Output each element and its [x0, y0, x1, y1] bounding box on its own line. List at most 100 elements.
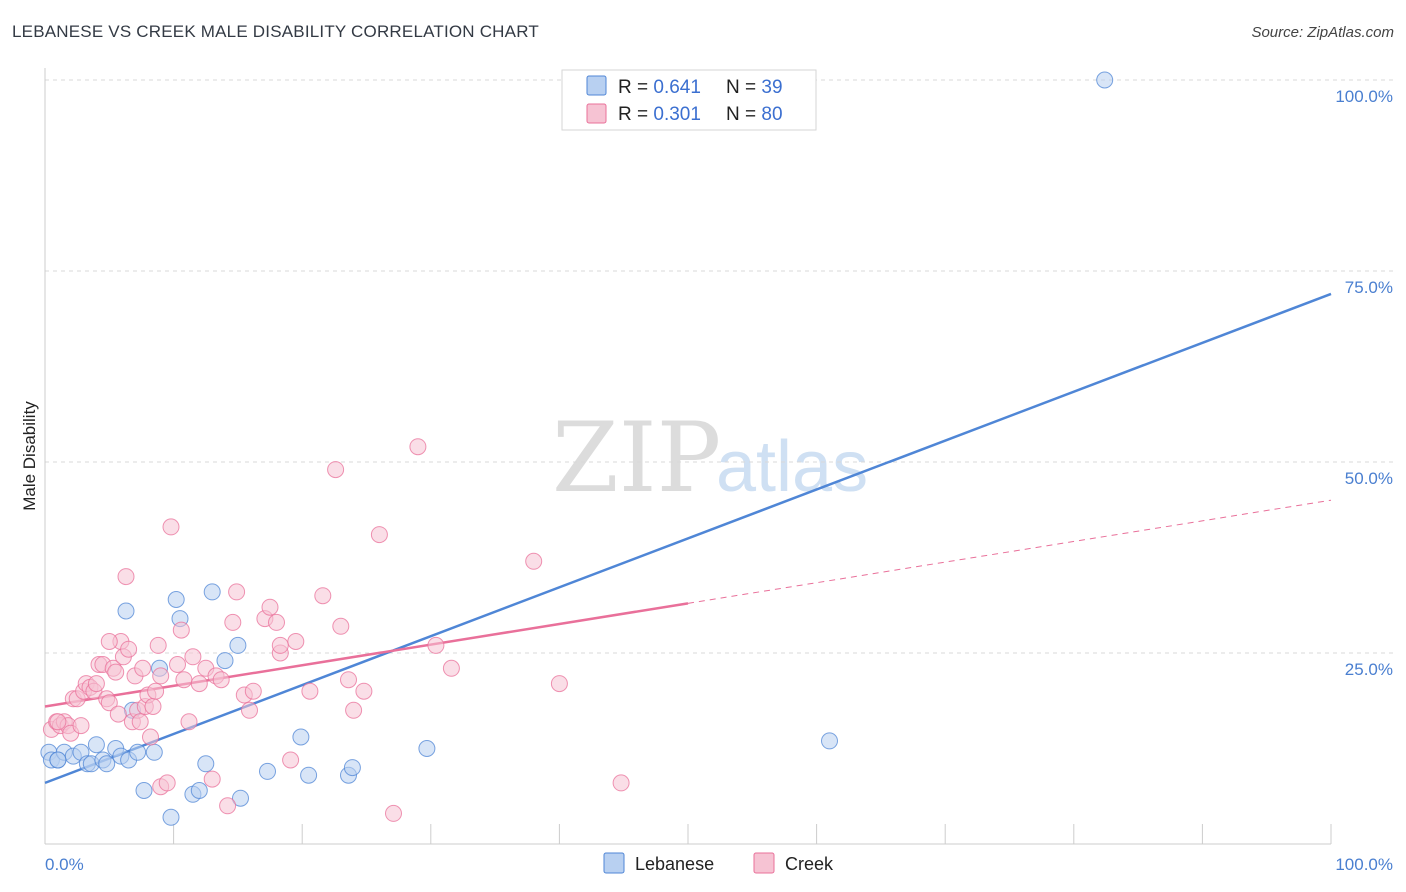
- point-lebanese-8: [87, 736, 105, 754]
- point-creek-56: [261, 598, 279, 616]
- axes: [44, 68, 1332, 845]
- point-lebanese-35: [418, 740, 436, 757]
- bottom-legend-swatch-lebanese: [603, 852, 625, 874]
- point-lebanese-21: [167, 591, 185, 608]
- point-creek-65: [340, 671, 357, 689]
- point-lebanese-38: [49, 751, 67, 769]
- x-tick-labels: 0.0% 100.0%: [45, 855, 1393, 874]
- point-creek-70: [409, 438, 427, 456]
- watermark-atlas: atlas: [716, 427, 868, 507]
- point-creek-68: [370, 526, 388, 544]
- point-creek-24: [120, 640, 138, 658]
- point-lebanese-30: [259, 762, 276, 780]
- bottom-legend-swatch-creek: [753, 852, 775, 874]
- y-tick-labels: 25.0% 50.0% 75.0% 100.0%: [1335, 87, 1393, 679]
- point-lebanese-36: [821, 732, 838, 750]
- point-creek-51: [228, 583, 246, 601]
- legend-swatch-creek: [586, 103, 607, 124]
- point-lebanese-32: [300, 766, 318, 784]
- point-creek-42: [180, 713, 198, 731]
- chart-title: LEBANESE VS CREEK MALE DISABILITY CORREL…: [12, 22, 539, 41]
- bottom-legend-label-creek: Creek: [785, 854, 834, 874]
- point-creek-28: [131, 713, 149, 731]
- point-creek-73: [525, 552, 543, 570]
- point-creek-72: [442, 659, 460, 677]
- y-tick-label-100: 100.0%: [1335, 87, 1393, 106]
- point-creek-46: [203, 770, 221, 788]
- point-creek-38: [162, 518, 180, 536]
- point-creek-62: [314, 587, 332, 605]
- point-creek-67: [355, 682, 373, 700]
- trend-lines: [44, 292, 1332, 785]
- point-lebanese-20: [162, 808, 180, 826]
- point-lebanese-17: [135, 782, 153, 799]
- point-creek-49: [219, 797, 237, 815]
- point-lebanese-27: [216, 652, 234, 670]
- point-lebanese-31: [292, 728, 310, 746]
- point-lebanese-26: [203, 583, 221, 601]
- point-creek-8: [72, 717, 90, 735]
- point-creek-64: [332, 617, 350, 635]
- point-lebanese-24: [190, 782, 208, 799]
- point-creek-17: [100, 694, 118, 712]
- point-creek-19: [107, 663, 125, 681]
- point-creek-69: [385, 804, 402, 822]
- point-lebanese-25: [197, 755, 215, 773]
- legend-row-2-n: N = 80: [726, 104, 783, 125]
- data-points: [40, 71, 1114, 826]
- point-creek-59: [287, 633, 305, 650]
- y-tick-label-25: 25.0%: [1345, 660, 1393, 679]
- series-legend: Lebanese Creek: [603, 852, 834, 874]
- point-creek-57: [268, 613, 285, 631]
- bottom-legend-label-lebanese: Lebanese: [635, 854, 714, 874]
- trend-line-lebanese: [44, 292, 1332, 785]
- point-creek-41: [175, 671, 193, 689]
- y-tick-label-75: 75.0%: [1345, 278, 1393, 297]
- point-creek-35: [149, 636, 167, 654]
- point-lebanese-10: [98, 755, 116, 773]
- point-creek-77: [152, 667, 170, 685]
- point-lebanese-34: [343, 759, 361, 777]
- point-creek-78: [100, 633, 118, 650]
- point-creek-20: [109, 705, 127, 723]
- point-lebanese-16: [129, 743, 147, 761]
- point-lebanese-18: [145, 743, 163, 761]
- gridlines: [45, 79, 1393, 654]
- point-creek-66: [345, 701, 363, 719]
- point-creek-29: [134, 659, 152, 677]
- stats-legend: R = 0.641 N = 39 R = 0.301 N = 80: [561, 69, 817, 131]
- point-lebanese-37: [1096, 71, 1114, 89]
- point-lebanese-15: [117, 602, 135, 620]
- watermark-zip: ZIP: [552, 402, 721, 514]
- x-tick-label-100: 100.0%: [1335, 855, 1393, 874]
- point-creek-63: [327, 461, 345, 479]
- point-creek-61: [301, 682, 319, 700]
- point-creek-48: [212, 671, 230, 689]
- point-creek-13: [87, 675, 105, 693]
- watermark: ZIP atlas: [552, 402, 868, 514]
- point-creek-43: [184, 648, 202, 666]
- point-creek-53: [241, 701, 258, 719]
- y-tick-label-50: 50.0%: [1345, 469, 1393, 488]
- point-creek-37: [158, 774, 176, 792]
- point-creek-50: [224, 613, 242, 631]
- point-lebanese-29: [232, 789, 249, 807]
- point-creek-39: [169, 656, 186, 673]
- legend-row-2: R = 0.301: [618, 104, 701, 125]
- legend-row-1-n: N = 39: [726, 77, 783, 98]
- source-label: Source: ZipAtlas.com: [1251, 24, 1394, 41]
- point-lebanese-28: [229, 636, 247, 654]
- point-creek-79: [49, 713, 67, 731]
- legend-row-1: R = 0.641: [618, 77, 701, 98]
- point-creek-32: [142, 728, 159, 746]
- point-creek-34: [147, 682, 165, 700]
- legend-swatch-lebanese: [586, 75, 607, 96]
- y-axis-label: Male Disability: [20, 401, 39, 511]
- point-creek-71: [427, 636, 445, 654]
- point-creek-75: [612, 774, 630, 792]
- point-creek-23: [117, 568, 135, 586]
- point-creek-76: [271, 636, 289, 654]
- trend-line-creek-extrapolated: [687, 499, 1332, 604]
- point-creek-54: [244, 682, 262, 700]
